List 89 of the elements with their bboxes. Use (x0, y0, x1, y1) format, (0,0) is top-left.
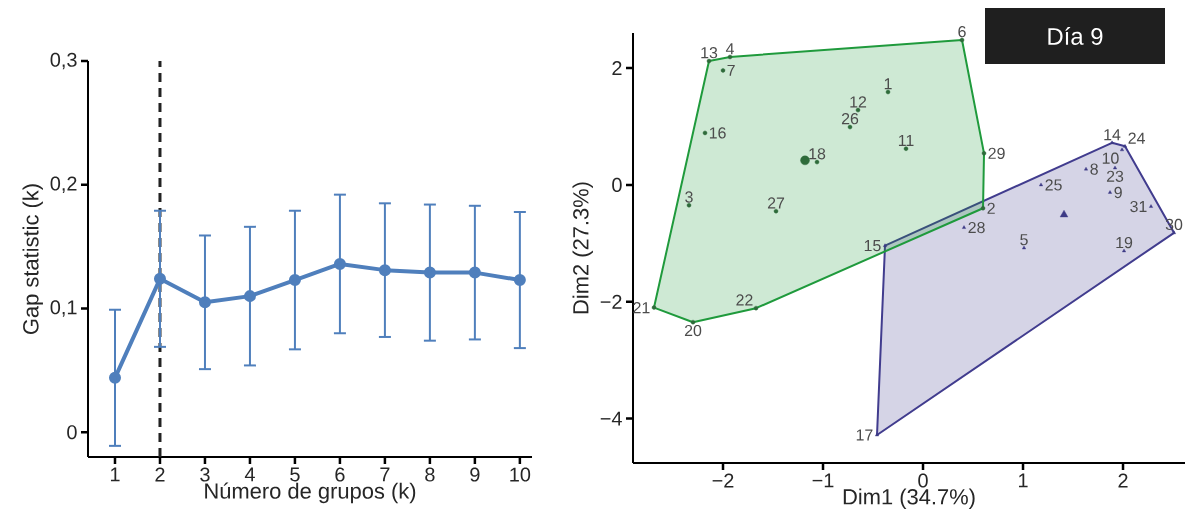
point (686, 203, 692, 208)
annotation: 3 (685, 191, 693, 203)
annotation: 24 (1128, 132, 1145, 144)
x-tick-label: 0 (918, 473, 928, 488)
y-tick-label: −4 (600, 411, 622, 426)
annotation: 15 (864, 240, 881, 252)
x-tick-label: 2 (1118, 473, 1128, 488)
point (875, 432, 879, 437)
annotation: 31 (1130, 200, 1147, 213)
point (690, 320, 696, 325)
point (108, 371, 121, 384)
annotation: 20 (684, 324, 702, 337)
annotation: 12 (850, 96, 867, 108)
x-tick-label: 10 (510, 467, 531, 482)
point (1084, 166, 1088, 171)
point (903, 146, 909, 151)
y-tick-label: 0,1 (50, 300, 77, 317)
x-tick-label: 7 (380, 467, 390, 482)
y-tick-label: −2 (600, 294, 622, 309)
point (1113, 165, 1117, 170)
point (153, 272, 166, 285)
x-tick-label: 5 (290, 467, 300, 482)
annotation: 22 (736, 294, 753, 306)
y-tick-label: 0,3 (50, 52, 77, 70)
x-axis-title: Dim1 (34.7%) (843, 488, 975, 509)
point (423, 266, 436, 279)
x-tick-label: 6 (335, 467, 345, 482)
y-axis-title: Gap statistic (k) (22, 184, 43, 335)
x-axis-title: Número de grupos (k) (205, 482, 416, 504)
x-tick-label: 2 (155, 467, 165, 482)
chart-title: Día 9 (1048, 27, 1103, 45)
point (1039, 182, 1043, 187)
x-tick-label: 8 (425, 467, 435, 482)
point (468, 266, 481, 279)
point (981, 151, 987, 156)
annotation: 26 (841, 113, 859, 125)
point (651, 305, 657, 310)
annotation: 29 (988, 147, 1005, 159)
x-tick-label: −1 (812, 473, 834, 488)
y-tick-label: 0,2 (50, 176, 77, 193)
x-tick-label: 1 (110, 467, 120, 482)
y-tick-label: 0 (67, 425, 77, 440)
point (1123, 144, 1127, 148)
point (753, 305, 759, 311)
point (1172, 230, 1176, 235)
point (1149, 204, 1153, 208)
y-tick-label: 0 (612, 177, 622, 192)
annotation: 8 (1090, 163, 1098, 175)
annotation: 18 (809, 148, 826, 160)
x-tick-label: 1 (1018, 473, 1028, 488)
point (962, 225, 966, 229)
point (243, 290, 256, 303)
point (378, 264, 391, 277)
annotation: 7 (727, 64, 735, 76)
annotation: 1 (884, 78, 892, 90)
point (198, 296, 211, 309)
annotation: 25 (1045, 179, 1062, 191)
x-tick-label: 4 (244, 467, 255, 482)
x-tick-label: 9 (470, 467, 480, 482)
annotation: 10 (1102, 152, 1119, 164)
point (333, 257, 346, 270)
x-tick-label: 3 (200, 467, 210, 482)
annotation: 23 (1106, 170, 1124, 182)
x-tick-label: −2 (712, 473, 734, 488)
y-axis-title: Dim2 (27.3%) (572, 182, 593, 314)
annotation: 9 (1114, 186, 1122, 199)
annotation: 2 (987, 202, 995, 214)
annotation: 4 (725, 43, 734, 55)
annotation: 19 (1116, 236, 1133, 249)
point (1059, 210, 1069, 218)
annotation: 13 (701, 47, 718, 59)
point (1120, 147, 1124, 152)
annotation: 5 (1020, 234, 1028, 246)
point (720, 68, 726, 73)
point (883, 243, 887, 247)
annotation: 11 (898, 135, 914, 146)
annotation: 27 (767, 197, 785, 209)
annotation: 16 (709, 127, 726, 139)
y-tick-label: 2 (612, 61, 622, 76)
point (513, 274, 526, 287)
annotation: 6 (958, 26, 966, 38)
point (702, 130, 708, 136)
annotation: 17 (856, 429, 873, 441)
point (288, 274, 301, 287)
annotation: 28 (968, 221, 985, 234)
point (980, 206, 986, 211)
point (1108, 190, 1112, 194)
annotation: 14 (1104, 129, 1121, 141)
point (800, 155, 810, 166)
